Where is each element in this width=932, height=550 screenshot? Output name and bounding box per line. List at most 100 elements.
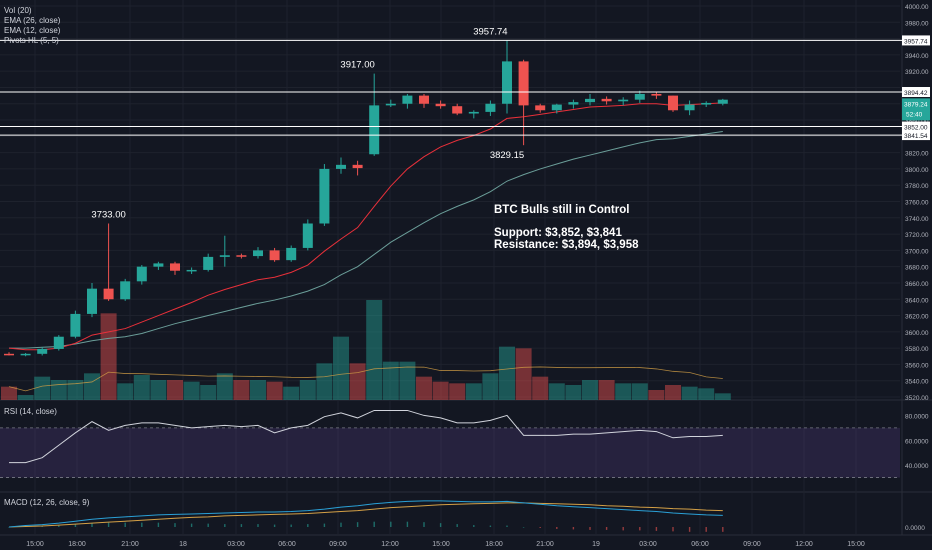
volume-bar: [50, 380, 67, 400]
annotation-title: BTC Bulls still in Control: [494, 204, 629, 216]
volume-bar: [250, 380, 266, 400]
volume-bar: [416, 376, 432, 400]
macd-histogram-bar: [589, 527, 591, 530]
volume-bar: [200, 385, 217, 400]
current-price-countdown: 52:40: [906, 111, 923, 118]
macd-histogram-bar: [107, 522, 110, 527]
macd-histogram-bar: [124, 522, 126, 527]
macd-histogram-bar: [705, 527, 707, 532]
rsi-tick-label: 80.0000: [905, 413, 929, 420]
macd-histogram-bar: [273, 524, 276, 527]
time-tick-label: 18:00: [485, 541, 503, 548]
level-label-box: [902, 87, 930, 98]
time-tick-label: 12:00: [381, 541, 399, 548]
pivot-label: 3733.00: [91, 209, 125, 220]
legend-pivots[interactable]: Pivots HL (5, 5): [4, 36, 59, 45]
ema-lines: [8, 102, 723, 351]
time-tick-label: 19: [592, 541, 600, 548]
macd-histogram-bar: [622, 527, 624, 531]
volume-bar: [233, 380, 250, 400]
volume-bar: [133, 375, 150, 400]
price-tick-label: 3720.00: [905, 232, 929, 239]
candle-body: [618, 99, 629, 102]
time-tick-label: 12:00: [795, 541, 813, 548]
pivot-label: 3829.15: [490, 150, 524, 161]
time-tick-label: 03:00: [227, 541, 245, 548]
macd-histogram-bar: [58, 525, 60, 527]
axes: 4000.00 3980.00 3940.00 3920.00 3860.00 3820.…: [26, 4, 930, 548]
price-tick-label: 3540.00: [905, 379, 929, 386]
candle-body: [684, 104, 695, 111]
legend-vol[interactable]: Vol (20): [4, 6, 32, 15]
time-tick-label: 09:00: [743, 541, 761, 548]
candle-body: [236, 255, 247, 257]
volume-bar: [216, 373, 233, 400]
volume-bar: [698, 388, 715, 400]
current-price-box: [902, 98, 930, 121]
macd-pane: [8, 500, 724, 532]
candle-body: [253, 250, 263, 257]
volume-bars: [1, 300, 731, 400]
candle-body: [37, 348, 48, 354]
candle-body: [302, 223, 313, 248]
macd-histogram-bar: [672, 527, 674, 532]
level-label: 3894.42: [904, 90, 928, 97]
price-tick-label: 3660.00: [905, 281, 929, 288]
level-label: 3957.74: [904, 38, 928, 45]
candle-body: [585, 98, 595, 103]
candle-body: [435, 103, 446, 107]
ema26-line: [9, 130, 723, 349]
candle-body: [53, 336, 64, 349]
candle-body: [87, 288, 97, 314]
time-tick-label: 18:00: [68, 541, 86, 548]
volume-bar: [449, 383, 466, 400]
candle-body: [535, 105, 546, 111]
time-tick-label: 21:00: [536, 541, 554, 548]
macd-histogram-bar: [141, 522, 143, 527]
volume-bar: [615, 383, 632, 400]
macd-histogram-bar: [224, 524, 226, 527]
candle-body: [352, 164, 363, 169]
legend-ema26[interactable]: EMA (26, close): [4, 16, 61, 25]
macd-histogram-bar: [722, 527, 724, 532]
legend-ema12[interactable]: EMA (12, close): [4, 26, 61, 35]
volume-bar: [34, 376, 51, 400]
volume-bar: [548, 383, 565, 400]
candle-body: [203, 256, 214, 270]
macd-histogram-bar: [91, 523, 93, 527]
annotation-support: Support: $3,852, $3,841: [494, 227, 622, 239]
legend-rsi[interactable]: RSI (14, close): [4, 407, 57, 416]
time-tick-label: 15:00: [26, 541, 44, 548]
macd-histogram-bar: [340, 522, 342, 527]
macd-histogram-bar: [456, 524, 458, 527]
macd-histogram-bar: [539, 527, 541, 528]
candle-body: [286, 247, 297, 261]
annotation-resistance: Resistance: $3,894, $3,958: [494, 239, 639, 251]
price-tick-label: 3980.00: [905, 20, 929, 27]
candle-body: [269, 250, 280, 261]
volume-ma-line: [8, 366, 723, 392]
macd-histogram-bar: [373, 521, 375, 527]
candle-body: [369, 105, 380, 155]
time-tick-label: 03:00: [639, 541, 657, 548]
volume-bar: [515, 348, 532, 400]
candle-body: [319, 168, 330, 224]
candle-body: [419, 95, 429, 104]
macd-histogram-bar: [506, 525, 508, 527]
macd-histogram-bar: [390, 521, 392, 527]
time-tick-label: 21:00: [121, 541, 139, 548]
candle-body: [568, 102, 579, 105]
candle-body: [717, 99, 728, 104]
volume-bar: [631, 383, 648, 400]
macd-histogram-bar: [522, 527, 525, 528]
time-tick-label: 09:00: [329, 541, 347, 548]
level-label-box: [902, 130, 930, 141]
legend-macd[interactable]: MACD (12, 26, close, 9): [4, 498, 90, 507]
candle-body: [153, 263, 164, 267]
volume-bar: [681, 386, 698, 400]
volume-bar: [714, 393, 731, 400]
candle-body: [551, 104, 562, 111]
rsi-tick-label: 40.0000: [905, 463, 929, 470]
rsi-tick-label: 60.0000: [905, 438, 929, 445]
